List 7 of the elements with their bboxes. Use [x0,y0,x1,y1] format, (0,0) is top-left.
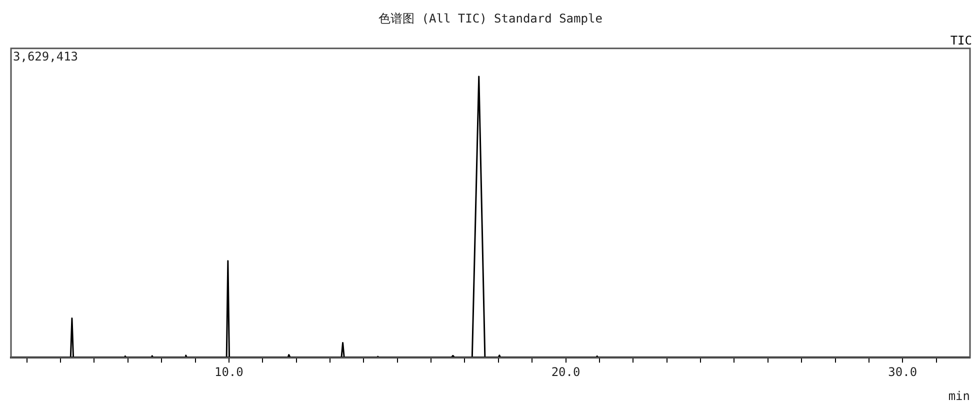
x-axis-title: min [948,389,970,404]
chart-title: 色谱图 (All TIC) Standard Sample [378,11,602,26]
text: TIC [950,34,972,48]
text: 3,629,413 [13,50,78,64]
x-tick-label: 30.0 [888,364,918,379]
x-tick-label: 10.0 [214,364,244,379]
x-tick-label: 20.0 [551,364,580,379]
